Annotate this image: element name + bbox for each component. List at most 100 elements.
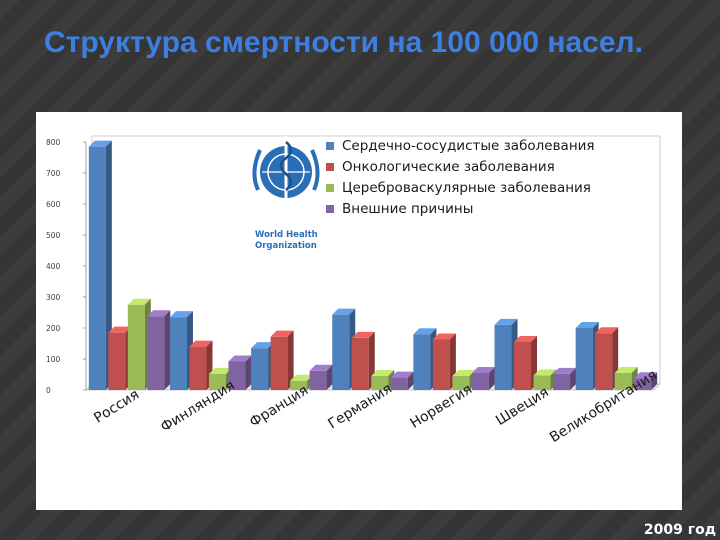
bar-top [614,366,638,373]
chart-panel: 0 100 200 300 400 500 600 700 800 Россия Финлянди… [36,112,682,510]
category-label: Швеция [493,384,551,429]
bar-top [127,298,151,305]
y-tick-label: 500 [46,231,61,240]
bar-front [351,337,369,390]
bar-side [651,372,658,390]
bar [471,366,495,390]
year-footnote: 2009 год [643,522,716,538]
bar-top [634,372,658,379]
y-tick-label: 200 [46,324,61,333]
bar [634,372,658,390]
category-label: Россия [91,387,142,427]
bar-top [390,371,414,378]
bar-front [595,333,613,390]
legend-swatch [326,184,334,192]
bar [553,367,577,390]
y-tick-label: 0 [46,386,51,395]
legend-label: Онкологические заболевания [342,159,555,175]
bar [390,371,414,390]
bar-side [488,366,495,390]
y-tick-label: 400 [46,262,61,271]
who-emblem-laurel-left [252,149,262,191]
legend: Сердечно-сосудистые заболевания Онкологич… [326,138,595,217]
bar-front [494,324,512,390]
bar-top [108,326,132,333]
bar-front [88,146,106,390]
bar-front [108,332,126,390]
legend-swatch [326,205,334,213]
bar-top [432,333,456,340]
bar-front [228,361,246,390]
bar-top [514,335,538,342]
bar-top [270,330,294,337]
bar-side [287,330,294,390]
bar-side [245,355,252,390]
bar-front [251,348,269,390]
bar-top [332,308,356,315]
y-tick-label: 700 [46,169,61,178]
legend-swatch [326,163,334,171]
bar-top [452,370,476,377]
bar-top [228,355,252,362]
bar-top [251,342,275,349]
bar-front [290,380,308,390]
bar-front [471,372,489,390]
bar-front [432,339,450,390]
bar-front [127,304,145,390]
slide-title: Структура смертности на 100 000 насел. [44,26,643,59]
y-tick-label: 600 [46,200,61,209]
bar-side [570,367,577,390]
bar-front [452,376,470,390]
bar [309,364,333,390]
bar-top [147,310,171,317]
legend-label: Сердечно-сосудистые заболевания [342,138,595,154]
legend-swatch [326,142,334,150]
bar-top [413,328,437,335]
bar-top [575,322,599,328]
who-logo: World Health Organization [252,136,320,251]
bar-top [208,367,232,374]
bar-front [514,341,532,390]
bar-top [471,366,495,373]
bar-top [595,327,619,334]
bar-top [351,331,375,338]
y-tick-label: 100 [46,355,61,364]
bars-layer [88,140,658,390]
bar-top [494,318,518,325]
bar-top [169,311,193,318]
who-logo-line1: World Health [255,230,318,240]
bar-top [371,370,395,377]
bar [88,140,112,390]
bar-front [169,317,187,390]
bar-top [88,140,112,147]
y-tick-label: 300 [46,293,61,302]
bar-front [270,336,288,390]
bar-front [413,334,431,390]
bar-top [553,367,577,374]
bar-front [332,314,350,390]
bar-top [189,340,213,347]
legend-label: Цереброваскулярные заболевания [342,180,591,196]
bar-front [189,346,207,390]
bar-side [407,371,414,390]
who-logo-line2: Organization [255,241,317,251]
bar [228,355,252,390]
bar-front [208,373,226,390]
bar-side [105,140,112,390]
bar-side [326,364,333,390]
bar-front [634,378,652,390]
bar-side [164,310,171,390]
bar-front [390,377,408,390]
bar [169,311,193,390]
who-emblem-serpent [279,141,293,191]
legend-label: Внешние причины [342,201,473,217]
y-tick-label: 800 [46,138,61,147]
bar-front [614,372,632,390]
bar [147,310,171,390]
bar [351,331,375,390]
bar-top [533,369,557,376]
bar-front [575,328,593,390]
bar-front [147,316,165,390]
bar [270,330,294,390]
